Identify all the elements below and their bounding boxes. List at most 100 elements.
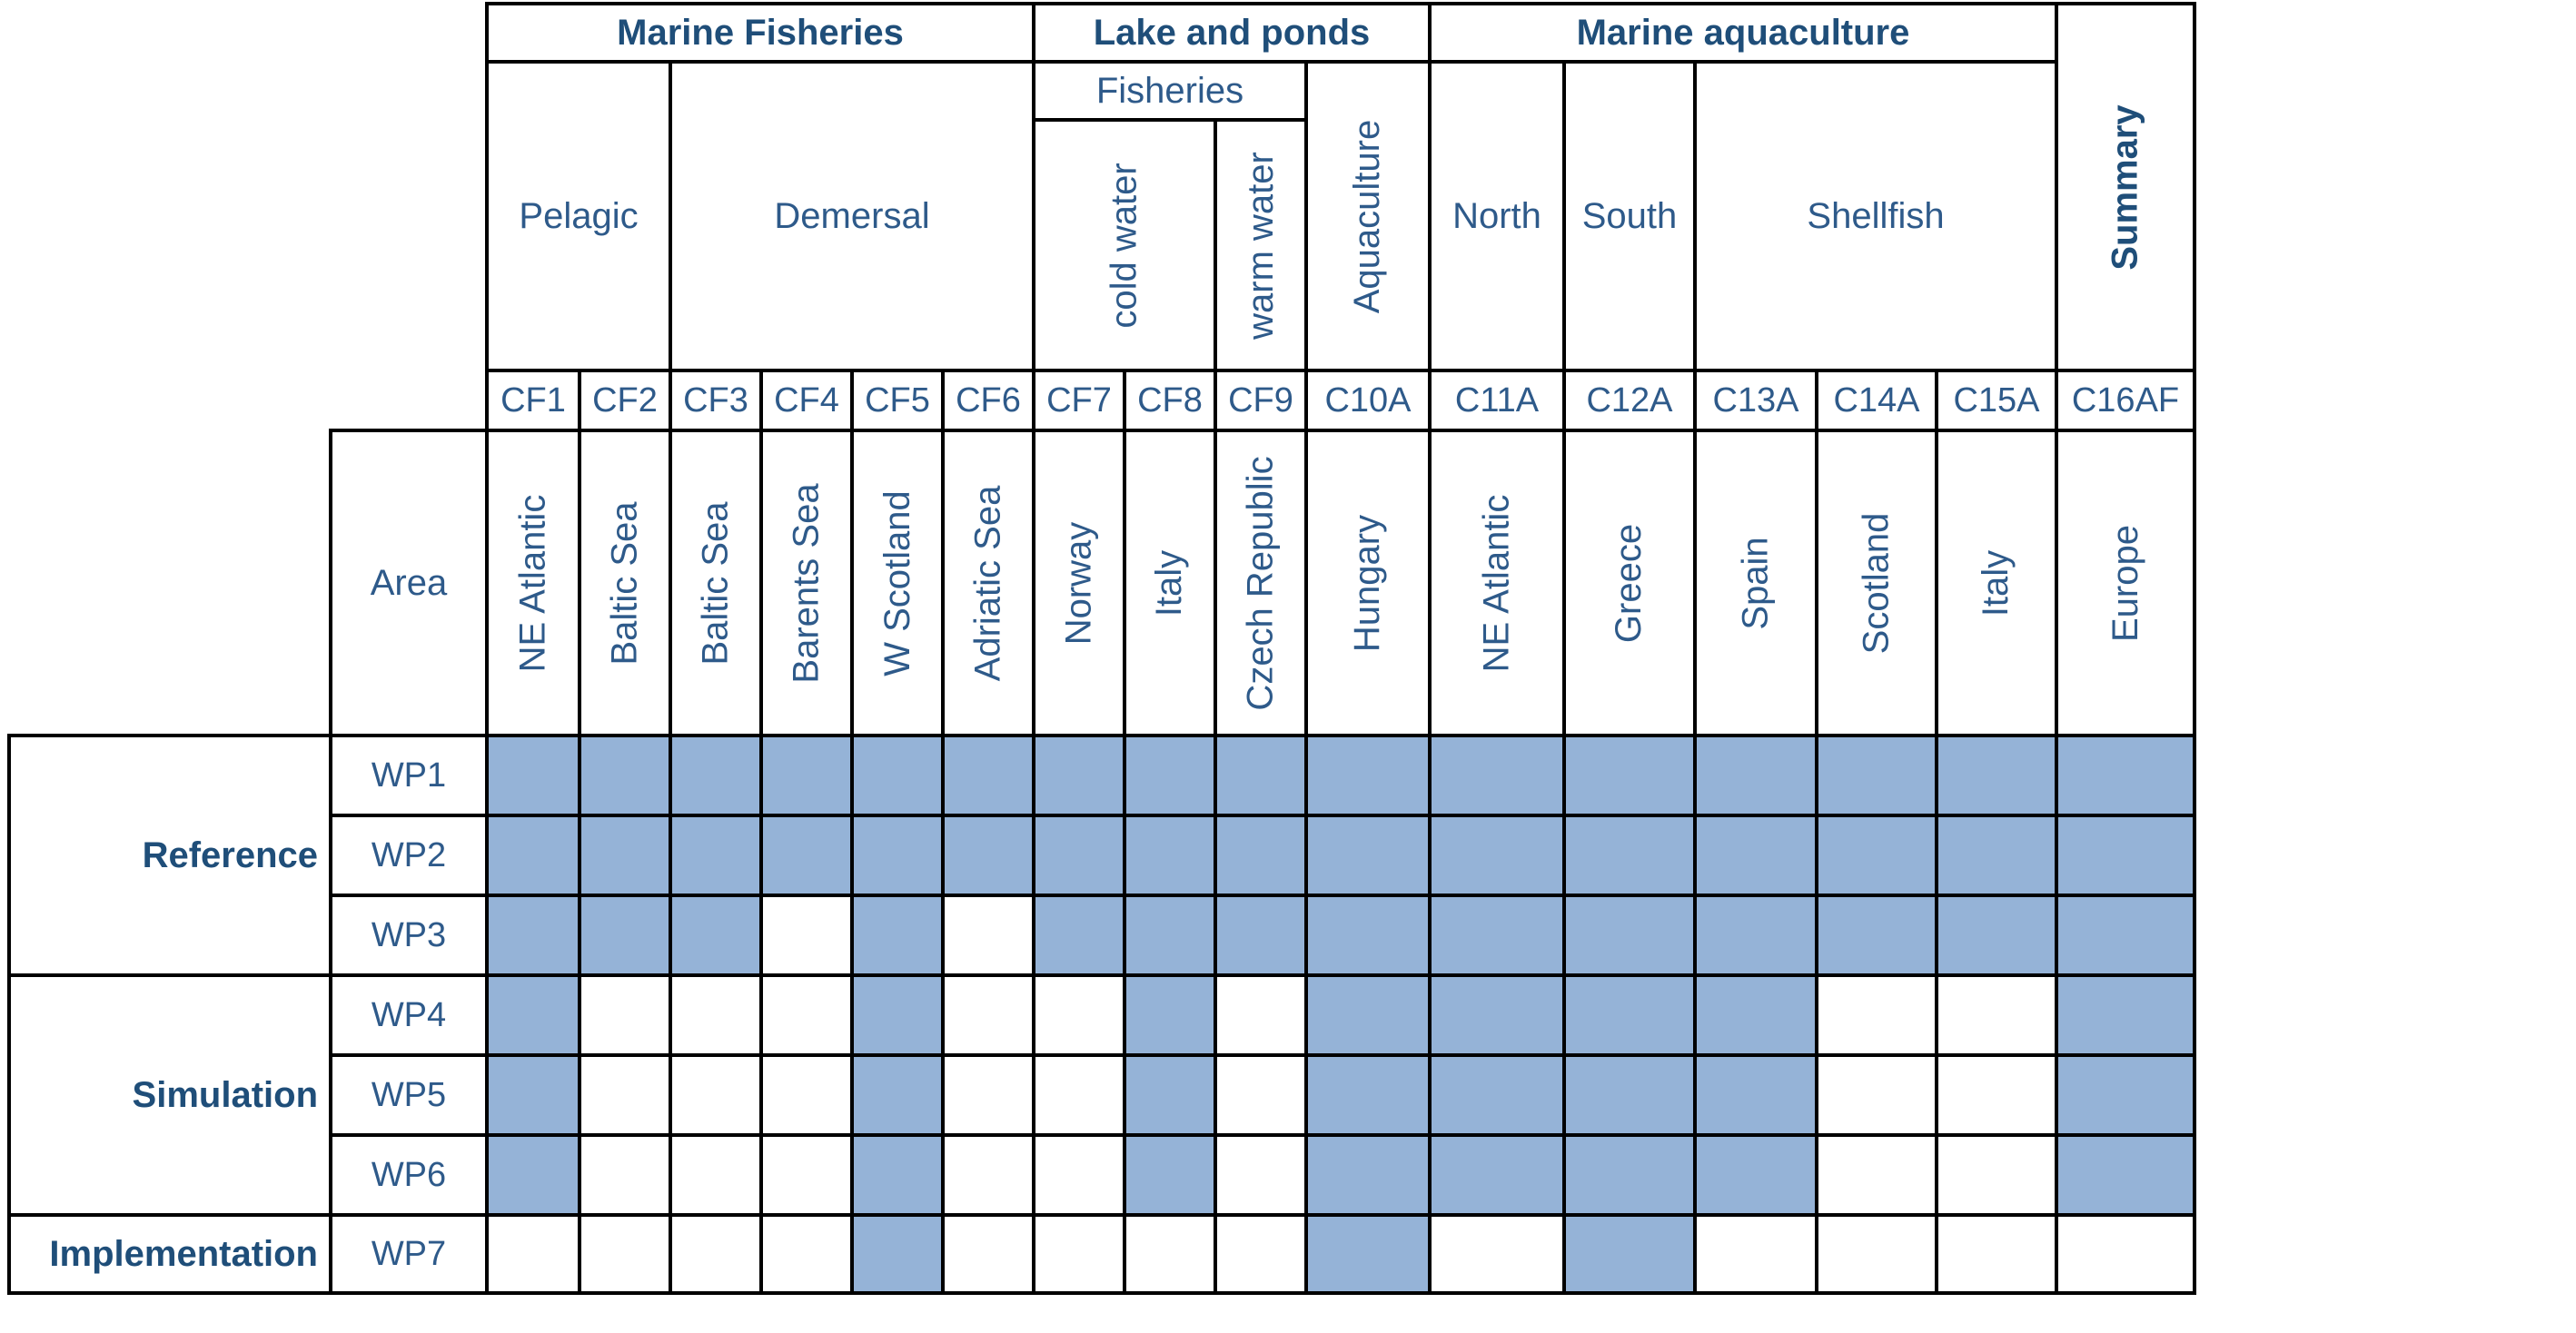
matrix-cell-filled [1562,1133,1697,1217]
matrix-cell-filled [1428,734,1566,817]
group-summary: Summary [2055,2,2196,372]
matrix-cell-filled [1304,734,1432,817]
matrix-cell-empty [578,973,672,1057]
sub-fisheries: Fisheries [1032,60,1308,122]
area-cell-text: Baltic Sea [695,500,736,666]
case-code: C16AF [2055,369,2196,432]
matrix-cell-filled [1428,973,1566,1057]
wp-label: WP2 [329,814,489,897]
matrix-cell-filled [1693,1133,1818,1217]
matrix-cell-filled [669,734,763,817]
matrix-cell-empty [1428,1213,1566,1295]
matrix-cell-filled [1032,894,1126,977]
case-code: CF5 [850,369,945,432]
area-cell: Czech Republic [1214,429,1308,737]
area-cell-text: Italy [1149,549,1190,617]
matrix-cell-filled [485,973,581,1057]
sub-aquaculture: Aquaculture [1304,60,1432,372]
area-cell-text: Barents Sea [786,482,827,684]
matrix-cell-filled [2055,1133,2196,1217]
matrix-cell-empty [578,1133,672,1217]
matrix-cell-filled [1562,1213,1697,1295]
case-code: CF9 [1214,369,1308,432]
matrix-cell-filled [485,734,581,817]
area-cell-text: Italy [1976,549,2016,617]
matrix-cell-filled [1304,894,1432,977]
wp-label-text: WP5 [371,1075,447,1114]
matrix-cell-filled [759,814,854,897]
matrix-cell-empty [1815,1213,1938,1295]
matrix-cell-filled [1935,814,2058,897]
matrix-cell-empty [1032,1213,1126,1295]
matrix-cell-empty [941,1213,1035,1295]
matrix-cell-filled [1304,1053,1432,1137]
case-code: C11A [1428,369,1566,432]
case-code-text: C16AF [2071,380,2180,420]
row-group-reference-text: Reference [142,834,318,875]
case-code-text: C10A [1324,380,1412,420]
wp-label: WP4 [329,973,489,1057]
case-code-text: CF1 [500,380,566,420]
sub-north: North [1428,60,1566,372]
matrix-cell-filled [850,1053,945,1137]
matrix-cell-filled [1304,973,1432,1057]
matrix-cell-filled [1428,894,1566,977]
case-code: C12A [1562,369,1697,432]
matrix-cell-filled [1123,1133,1217,1217]
case-code: CF2 [578,369,672,432]
case-code: CF7 [1032,369,1126,432]
case-code-text: C12A [1586,380,1673,420]
case-code-text: CF4 [774,380,839,420]
wp-label: WP7 [329,1213,489,1295]
matrix-cell-empty [669,1213,763,1295]
matrix-cell-filled [1428,814,1566,897]
area-label: Area [329,429,489,737]
case-code: C13A [1693,369,1818,432]
matrix-cell-filled [1693,734,1818,817]
row-group-simulation-text: Simulation [132,1074,318,1115]
wp-label-text: WP3 [371,915,447,954]
matrix-cell-filled [1032,734,1126,817]
case-code: CF3 [669,369,763,432]
area-cell: Adriatic Sea [941,429,1035,737]
matrix-cell-filled [1562,894,1697,977]
group-marine-fisheries-text: Marine Fisheries [617,12,904,53]
matrix-cell-filled [1123,814,1217,897]
case-code: CF1 [485,369,581,432]
matrix-cell-empty [1815,1133,1938,1217]
matrix-cell-empty [1815,1053,1938,1137]
matrix-cell-filled [578,734,672,817]
matrix-cell-empty [1032,1053,1126,1137]
row-group-reference: Reference [7,734,332,977]
case-code-text: CF3 [683,380,748,420]
case-code: C15A [1935,369,2058,432]
row-group-simulation: Simulation [7,973,332,1217]
matrix-cell-empty [669,1053,763,1137]
matrix-cell-filled [1693,973,1818,1057]
wp-label: WP3 [329,894,489,977]
case-code: CF4 [759,369,854,432]
matrix-cell-filled [1815,734,1938,817]
matrix-cell-filled [850,734,945,817]
matrix-cell-filled [2055,1053,2196,1137]
area-cell-text: Europe [2105,524,2145,642]
matrix-cell-empty [1214,1213,1308,1295]
matrix-cell-filled [1935,734,2058,817]
matrix-cell-filled [1562,734,1697,817]
sub-pelagic: Pelagic [485,60,672,372]
matrix-cell-filled [1428,1133,1566,1217]
matrix-cell-filled [2055,814,2196,897]
matrix-cell-empty [759,1133,854,1217]
matrix-cell-empty [1214,973,1308,1057]
matrix-cell-filled [2055,894,2196,977]
matrix-cell-filled [850,1133,945,1217]
matrix-cell-empty [759,1053,854,1137]
sub-south-text: South [1581,195,1678,236]
matrix-cell-filled [1032,814,1126,897]
matrix-cell-empty [578,1213,672,1295]
matrix-cell-empty [578,1053,672,1137]
case-code-text: CF8 [1137,380,1203,420]
matrix-cell-filled [941,814,1035,897]
wp-label-text: WP4 [371,995,447,1034]
area-cell: Spain [1693,429,1818,737]
